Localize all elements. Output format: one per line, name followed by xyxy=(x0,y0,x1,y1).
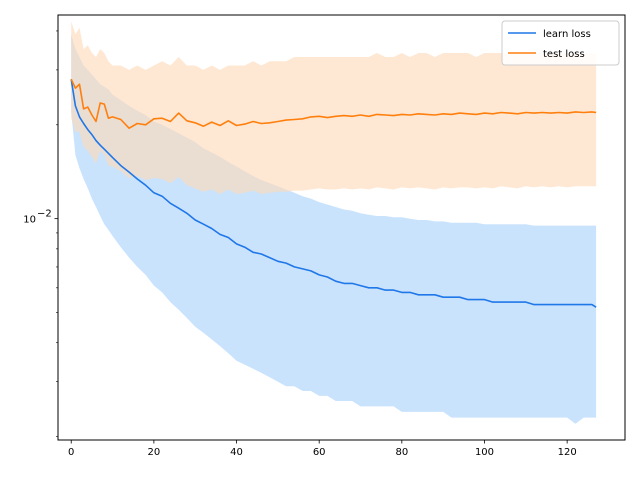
x-tick-label: 60 xyxy=(313,447,326,458)
y-tick-label: 10 xyxy=(23,215,36,226)
series-lines xyxy=(70,78,597,308)
x-tick-label: 80 xyxy=(395,447,408,458)
x-tick-label: 20 xyxy=(148,447,161,458)
x-axis: 0 20 40 60 80 100 120 xyxy=(68,440,577,458)
y-tick-exponent: −2 xyxy=(37,209,52,220)
learn-loss-band xyxy=(71,34,597,424)
legend-label-learn-loss: learn loss xyxy=(543,29,591,40)
x-tick-label: 120 xyxy=(558,447,577,458)
x-tick-label: 40 xyxy=(230,447,243,458)
test-loss-line xyxy=(70,78,597,129)
legend-label-test-loss: test loss xyxy=(543,49,585,60)
legend: learn loss test loss xyxy=(501,20,620,66)
test-loss-band xyxy=(71,21,597,195)
legend-box xyxy=(501,20,620,66)
x-tick-label: 100 xyxy=(475,447,494,458)
x-tick-label: 0 xyxy=(68,447,74,458)
learn-loss-line xyxy=(70,79,597,308)
confidence-bands xyxy=(71,21,597,424)
y-axis: 10−2 xyxy=(23,30,58,437)
plot-frame xyxy=(57,14,626,441)
